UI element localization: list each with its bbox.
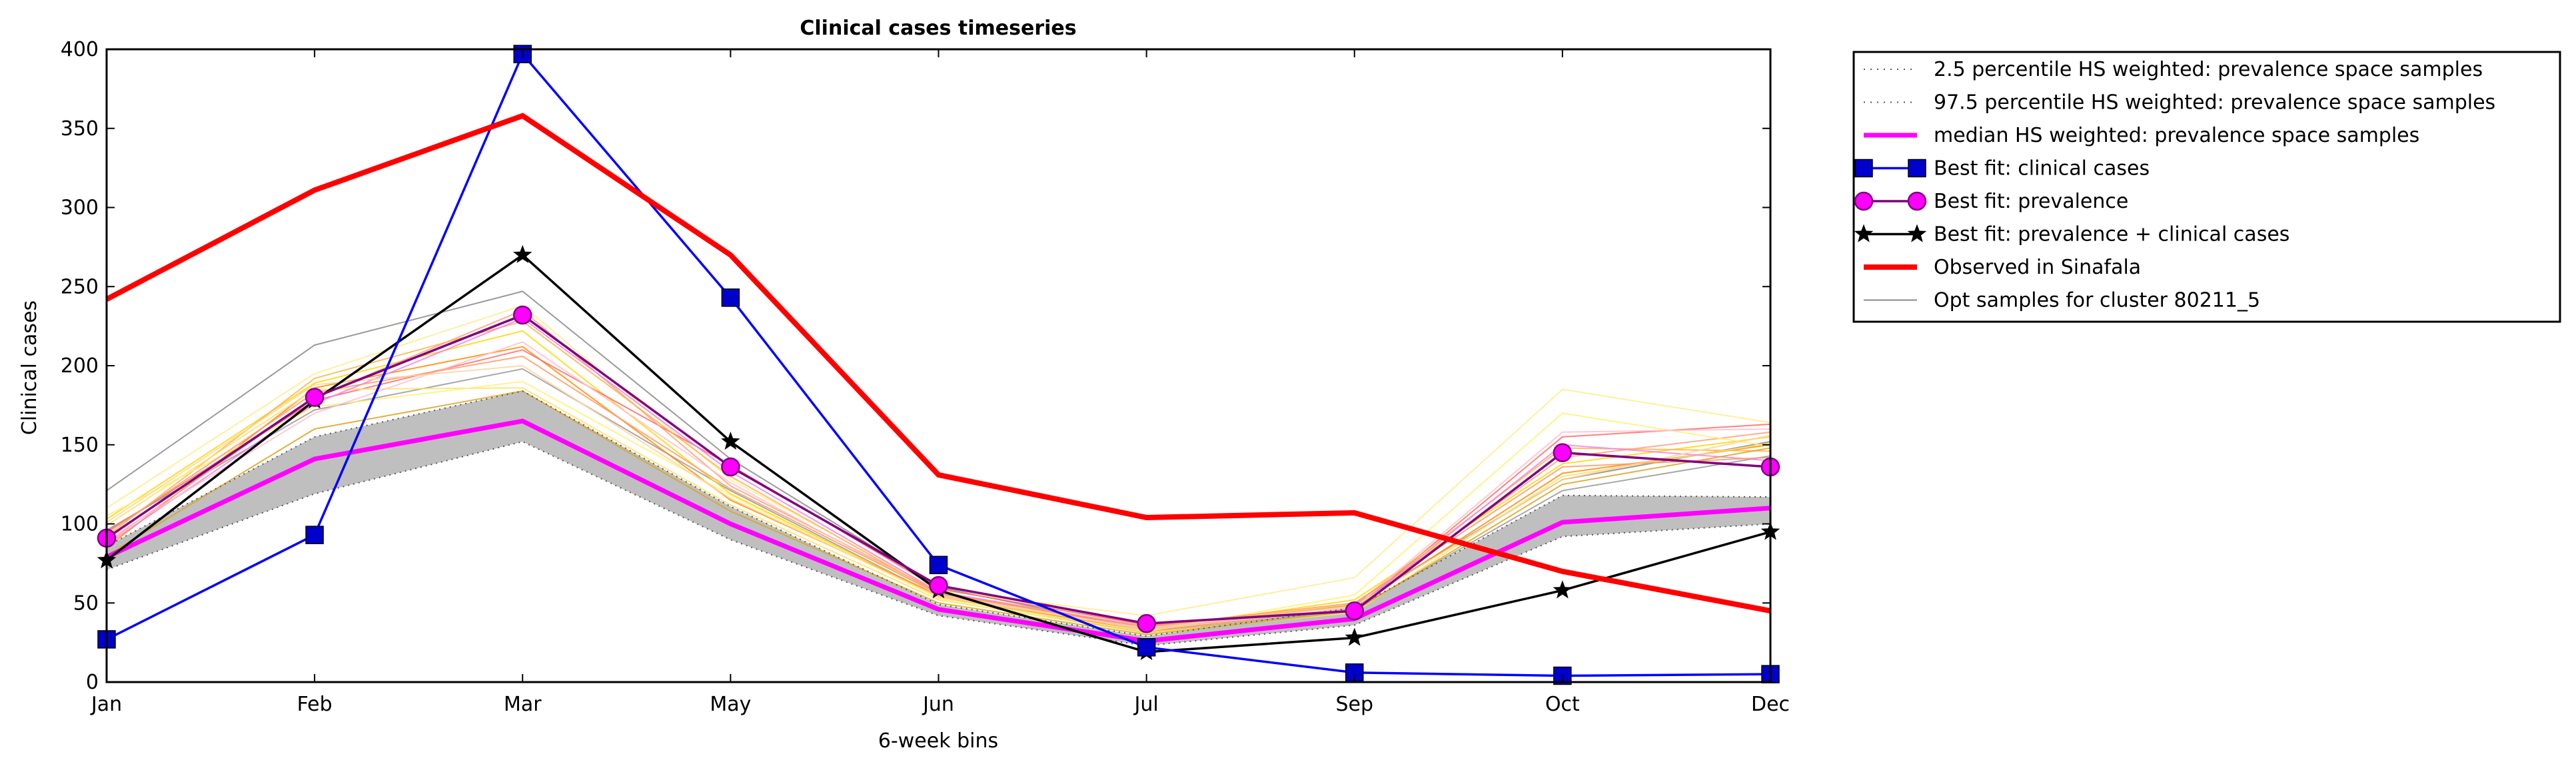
series-line-2 [106, 390, 1771, 637]
legend-label: Observed in Sinafala [1934, 256, 2141, 279]
legend: 2.5 percentile HS weighted: prevalence s… [1852, 51, 2561, 323]
x-tick-label: Jun [922, 693, 954, 716]
y-tick-label: 100 [61, 513, 99, 536]
series-4-point-3 [513, 45, 532, 63]
series-6-point-8 [1553, 580, 1573, 599]
y-axis-label: Clinical cases [18, 300, 41, 435]
y-tick-label: 350 [61, 117, 99, 141]
series-6-point-4 [721, 432, 740, 450]
legend-marker-5-2 [1907, 191, 1927, 211]
series-5-point-6 [1137, 613, 1156, 633]
legend-entry-2: 97.5 percentile HS weighted: prevalence … [1864, 91, 2495, 115]
y-tick-label: 250 [61, 275, 99, 298]
x-tick-label: Jan [90, 693, 122, 716]
legend-label: median HS weighted: prevalence space sam… [1934, 124, 2419, 147]
series-4-point-5 [929, 556, 948, 574]
series-4-point-6 [1137, 638, 1156, 657]
legend-label: Best fit: prevalence [1934, 190, 2128, 213]
chart-title: Clinical cases timeseries [800, 17, 1076, 40]
series-5-point-4 [721, 457, 740, 477]
plot-area [97, 45, 1780, 685]
x-tick-label: May [710, 693, 751, 716]
x-tick-label: Oct [1545, 693, 1580, 716]
legend-marker-6-2 [1907, 224, 1927, 242]
legend-entry-1: 2.5 percentile HS weighted: prevalence s… [1864, 58, 2483, 81]
series-6-point-7 [1345, 627, 1364, 646]
series-line-7 [105, 113, 1771, 614]
legend-entry-7: Observed in Sinafala [1864, 256, 2141, 279]
legend-label: 2.5 percentile HS weighted: prevalence s… [1934, 58, 2483, 81]
opt-sample-line-11 [106, 390, 1771, 635]
series-6-point-3 [513, 244, 532, 263]
y-tick-label: 0 [86, 671, 99, 694]
legend-label: 97.5 percentile HS weighted: prevalence … [1934, 91, 2495, 115]
legend-marker-5-1 [1854, 191, 1874, 211]
x-tick-label: Feb [297, 693, 332, 716]
legend-label: Opt samples for cluster 80211_5 [1934, 289, 2260, 312]
legend-entry-8: Opt samples for cluster 80211_5 [1864, 289, 2260, 312]
y-tick-label: 200 [61, 354, 99, 378]
opt-sample-line-12 [106, 380, 1771, 633]
series-5-point-5 [929, 576, 948, 595]
opt-sample-line-15 [106, 364, 1771, 629]
legend-box [1852, 51, 2561, 323]
legend-label: Best fit: clinical cases [1934, 157, 2150, 181]
legend-entry-4: Best fit: clinical cases [1854, 157, 2150, 181]
legend-marker-4-1 [1854, 159, 1873, 178]
series-2 [106, 390, 1771, 637]
x-tick-label: Mar [504, 693, 542, 716]
y-tick-label: 150 [61, 434, 99, 457]
legend-label: Best fit: prevalence + clinical cases [1934, 223, 2289, 246]
series-7 [105, 113, 1771, 614]
y-tick-label: 400 [61, 38, 99, 61]
series-4-point-7 [1345, 663, 1364, 682]
x-tick-label: Sep [1335, 693, 1373, 716]
legend-entry-3: median HS weighted: prevalence space sam… [1864, 124, 2419, 147]
series-4-point-2 [305, 526, 324, 544]
opt-sample-line-13 [106, 341, 1771, 631]
legend-entry-6: Best fit: prevalence + clinical cases [1854, 223, 2289, 246]
series-5-point-3 [513, 305, 532, 325]
x-tick-label: Jul [1133, 693, 1159, 716]
series-5-point-7 [1345, 601, 1364, 621]
x-tick-label: Dec [1751, 693, 1790, 716]
legend-marker-4-2 [1908, 159, 1926, 178]
y-tick-label: 50 [73, 591, 99, 615]
series-5-point-2 [305, 388, 324, 407]
axes: 0 50 100 150 200 250 300 350 400 Jan Feb Mar May Jun J… [61, 38, 1790, 716]
legend-marker-6-1 [1854, 224, 1874, 242]
x-axis-label: 6-week bins [878, 729, 998, 753]
series-5-point-8 [1553, 443, 1573, 462]
y-tick-label: 300 [61, 196, 99, 220]
legend-entry-5: Best fit: prevalence [1854, 190, 2128, 213]
series-4-point-4 [721, 288, 740, 307]
